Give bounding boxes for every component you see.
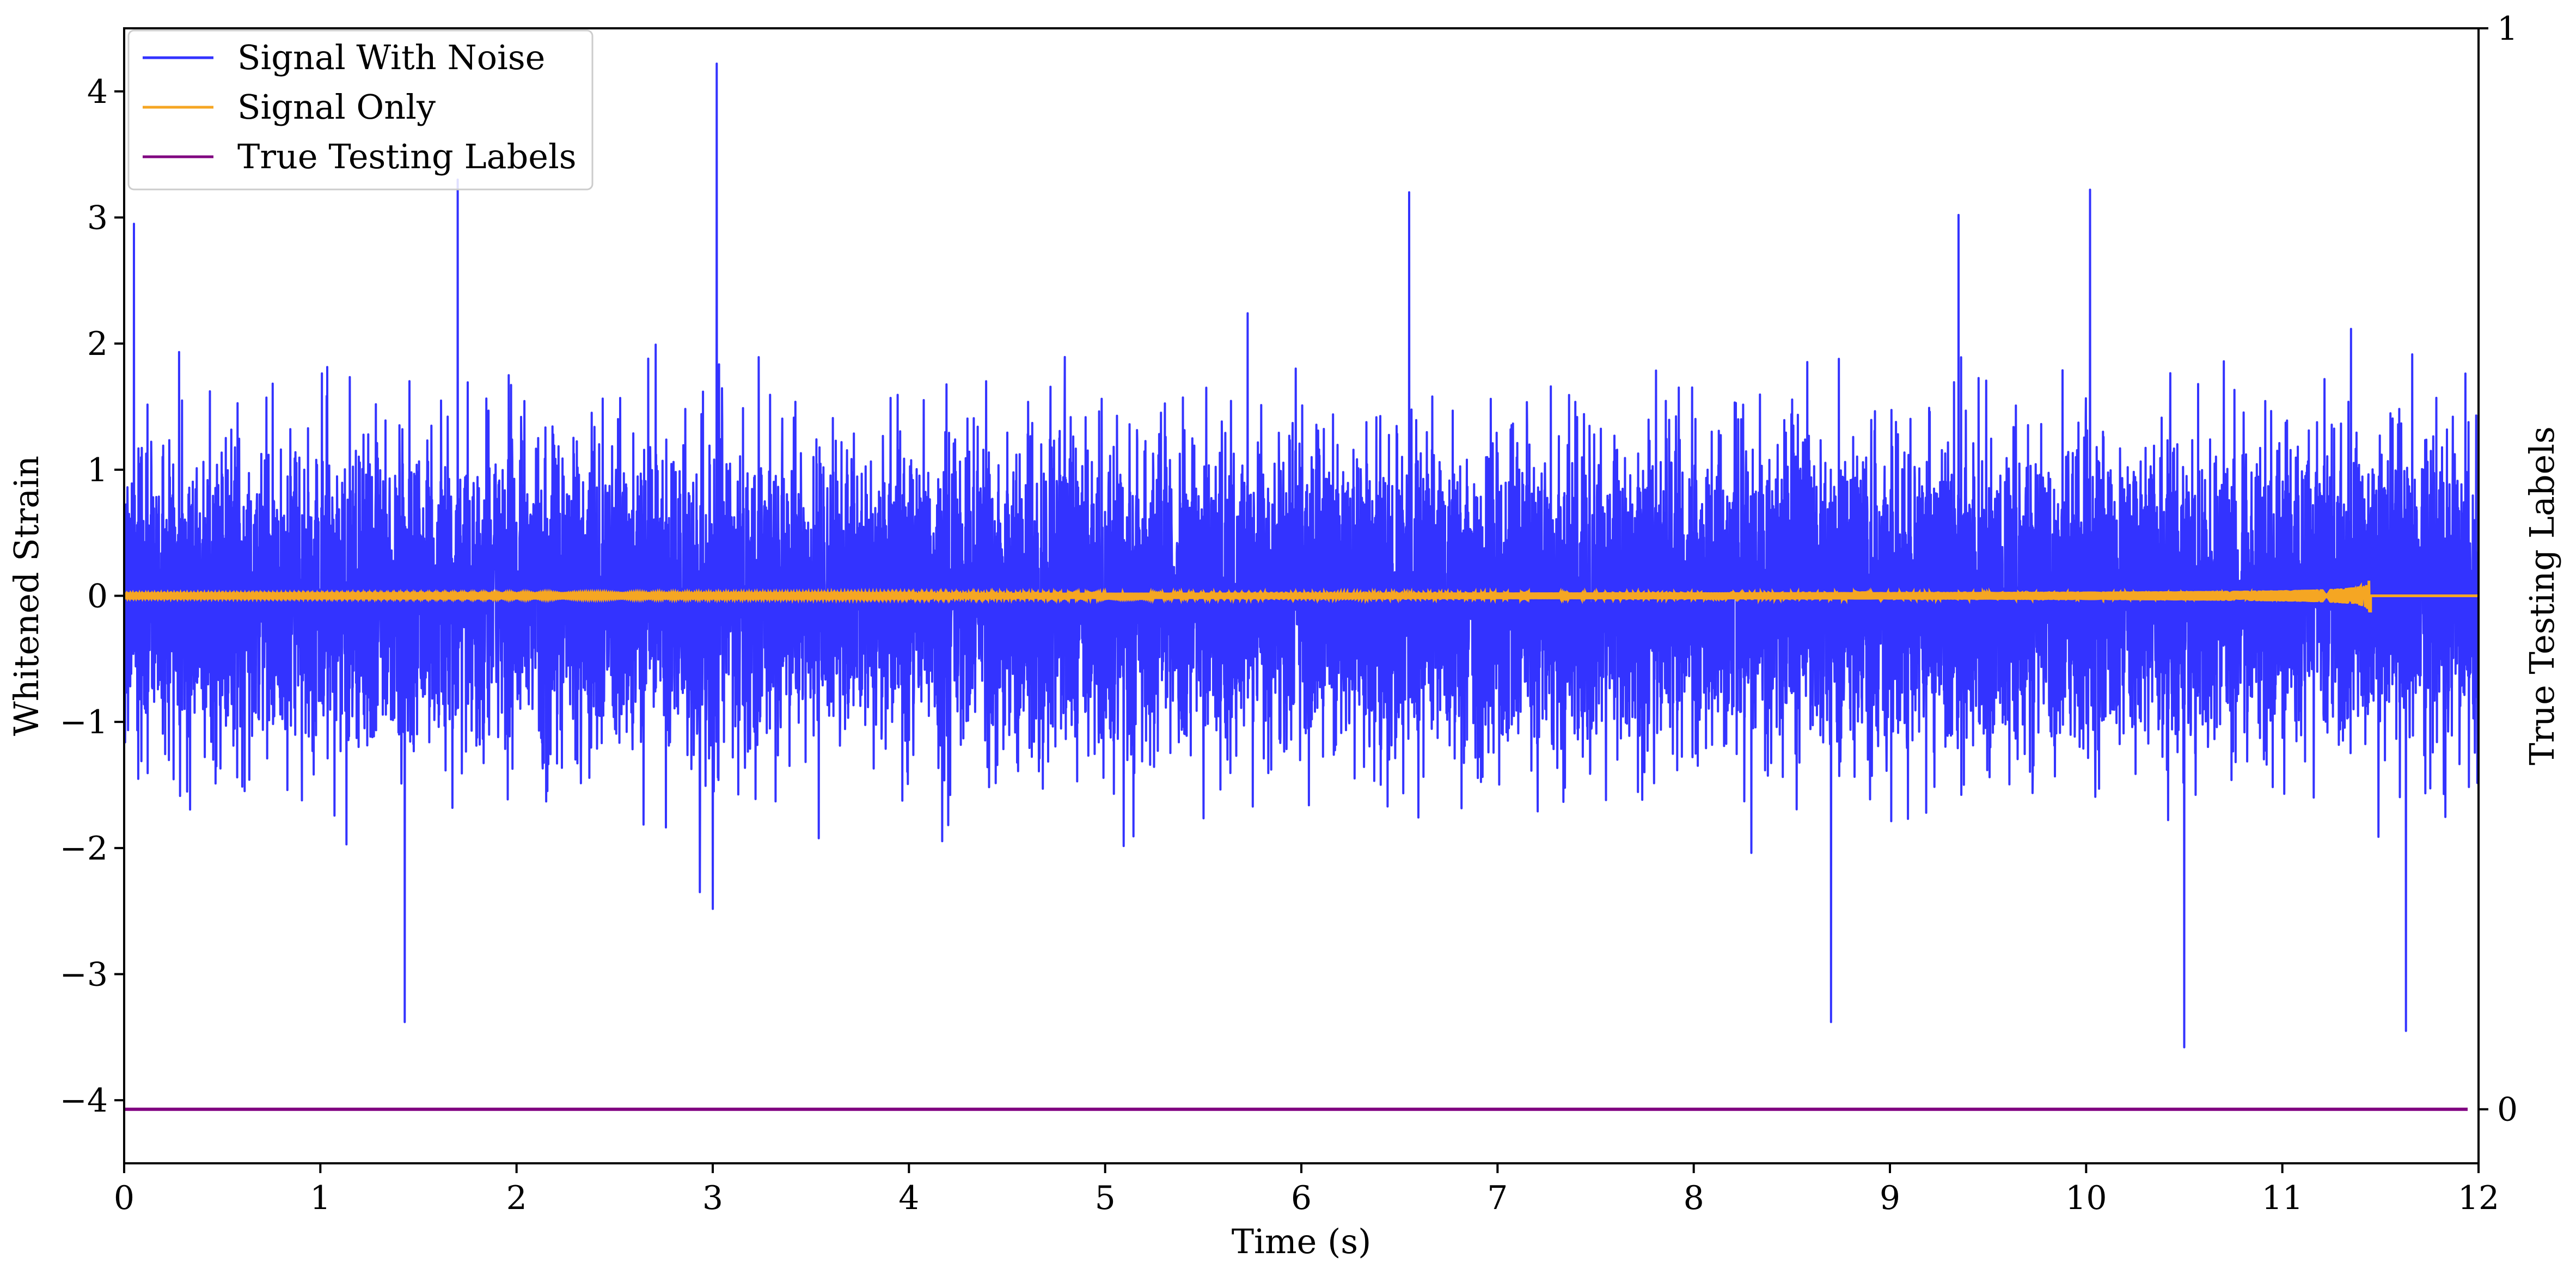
x-axis-title: Time (s)	[1232, 1222, 1372, 1261]
x-tick-label: 9	[1880, 1179, 1900, 1217]
x-tick-label: 8	[1684, 1179, 1704, 1217]
y-axis-title: Whitened Strain	[7, 456, 46, 736]
y2-tick-label: 1	[2497, 10, 2518, 48]
y-tick-label: −2	[60, 830, 108, 868]
y-tick-label: 4	[87, 73, 108, 111]
y-tick-label: −4	[60, 1082, 108, 1120]
legend-label: Signal With Noise	[237, 38, 545, 77]
plot-area	[124, 62, 2479, 1111]
legend-label: True Testing Labels	[237, 137, 577, 176]
x-tick-label: 3	[702, 1179, 723, 1217]
y-tick-label: 1	[87, 451, 108, 489]
legend: Signal With Noise Signal Only True Testing…	[127, 29, 593, 191]
y-tick-label: −3	[60, 956, 108, 994]
y-tick-label: 3	[87, 199, 108, 237]
x-tick-label: 7	[1487, 1179, 1508, 1217]
y2-axis-title: True Testing Labels	[2522, 426, 2562, 765]
y-tick-label: 0	[87, 578, 108, 616]
x-tick-label: 11	[2261, 1179, 2303, 1217]
x-axis: 0 1 2 3 4 5 6 7 8 9 10 11 12	[114, 1163, 2499, 1217]
x-tick-label: 0	[114, 1179, 134, 1217]
x-tick-label: 10	[2065, 1179, 2107, 1217]
y-axis-right: 01	[2479, 10, 2518, 1129]
y2-tick-label: 0	[2497, 1091, 2518, 1129]
x-tick-label: 5	[1095, 1179, 1116, 1217]
legend-label: Signal Only	[237, 87, 436, 127]
legend-box	[127, 29, 593, 191]
y-tick-label: −1	[60, 703, 108, 741]
x-tick-label: 4	[898, 1179, 919, 1217]
y-tick-label: 2	[87, 325, 108, 363]
x-tick-label: 2	[506, 1179, 527, 1217]
x-tick-label: 1	[310, 1179, 331, 1217]
x-tick-label: 12	[2458, 1179, 2499, 1217]
series-signal-with-noise	[124, 62, 2479, 1048]
x-tick-label: 6	[1291, 1179, 1312, 1217]
y-axis-left: −4 −3 −2 −1 0 1 2 3 4	[60, 73, 124, 1120]
series-signal-only	[124, 580, 2479, 613]
